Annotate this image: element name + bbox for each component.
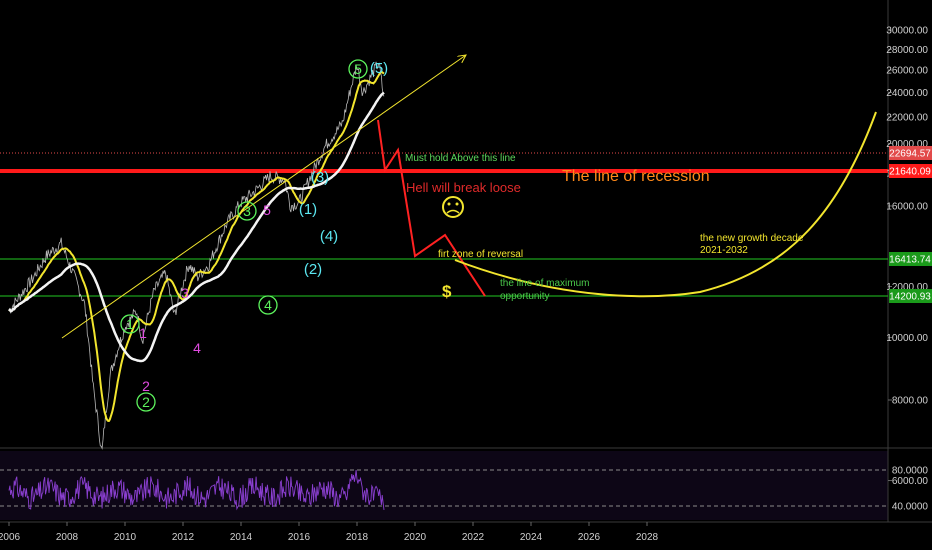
wave-label-minor-3: 3 <box>181 285 189 301</box>
recession-annotation: The line of recession <box>562 168 710 185</box>
y-axis-tick-label: 12000.00 <box>886 282 928 293</box>
sad-face-icon <box>442 196 464 218</box>
max-opportunity-annotation-2: opportunity <box>500 291 549 302</box>
x-axis-tick-label: 2010 <box>114 532 137 543</box>
x-axis-tick-label: 2026 <box>578 532 601 543</box>
moving-average-white <box>8 91 385 363</box>
x-axis-tick-label: 2014 <box>230 532 253 543</box>
price-tag-background <box>889 289 932 303</box>
wave-label-minor-4: 4 <box>193 340 201 356</box>
uptrend-channel-line <box>61 55 466 339</box>
wave-label-paren-4: (4) <box>320 228 338 245</box>
x-axis-tick-label: 2028 <box>636 532 659 543</box>
y-axis-tick-label: 28000.00 <box>886 45 928 56</box>
wave-label-paren-1: (1) <box>299 201 317 218</box>
wave-label-circled-4: 4 <box>258 295 278 315</box>
x-axis-tick-label: 2016 <box>288 532 311 543</box>
svg-text:2: 2 <box>142 394 150 410</box>
y-axis-tick-label: 30000.00 <box>886 26 928 37</box>
growth-years-annotation: 2021-2032 <box>700 245 748 256</box>
price-tag-background <box>889 252 932 266</box>
x-axis-tick-label: 2008 <box>56 532 79 543</box>
wave-label-paren-3: (3) <box>311 169 329 186</box>
x-axis-tick-label: 2018 <box>346 532 369 543</box>
svg-text:1: 1 <box>126 316 134 332</box>
rsi-line <box>8 470 385 511</box>
reversal-zone-annotation: firt zone of reversal <box>438 249 523 260</box>
y-axis-tick-label: 16000.00 <box>886 201 928 212</box>
rsi-axis-tick-label: 80.0000 <box>892 466 929 477</box>
rsi-axis-tick-label: 40.0000 <box>892 502 929 513</box>
x-axis-tick-label: 2012 <box>172 532 195 543</box>
growth-decade-annotation: the new growth decade <box>700 233 804 244</box>
x-axis-tick-label: 2022 <box>462 532 485 543</box>
wave-label-circled-3: 3 <box>237 201 257 221</box>
rsi-panel-background <box>0 451 888 520</box>
wave-label-minor-5: 5 <box>263 202 271 218</box>
hell-annotation: Hell will break loose <box>406 180 521 195</box>
moving-average-yellow <box>8 70 385 423</box>
recovery-curve <box>454 111 877 298</box>
wave-label-minor-1: 1 <box>139 325 147 341</box>
bearish-projection-path <box>377 119 486 297</box>
must-hold-annotation: Must hold Above this line <box>405 153 516 164</box>
y-axis-tick-label: 8000.00 <box>892 396 929 407</box>
x-axis-tick-label: 2006 <box>0 532 21 543</box>
y-axis-tick-label: 20000.00 <box>886 139 928 150</box>
svg-text:3: 3 <box>243 203 251 219</box>
wave-label-circled-2: 2 <box>136 392 156 412</box>
svg-text:4: 4 <box>264 297 272 313</box>
wave-label-circled-1: 1 <box>120 314 140 334</box>
wave-label-circled-5: 5 <box>348 59 368 79</box>
max-opportunity-annotation-1: the line of maximum <box>500 278 589 289</box>
svg-text:5: 5 <box>354 61 362 77</box>
wave-label-paren-5: (5) <box>370 60 388 77</box>
wave-label-paren-2: (2) <box>304 261 322 278</box>
price-tag-label: 14200.93 <box>889 292 931 303</box>
price-tag-background <box>889 164 932 178</box>
y-axis-tick-label: 24000.00 <box>886 88 928 99</box>
x-axis-tick-label: 2020 <box>404 532 427 543</box>
y-axis-tick-label: 26000.00 <box>886 66 928 77</box>
price-tag-label: 16413.74 <box>889 255 931 266</box>
y-axis-tick-label: 10000.00 <box>886 333 928 344</box>
y-axis-tick-label: 6000.00 <box>892 476 929 487</box>
y-axis-tick-label: 22000.00 <box>886 112 928 123</box>
dollar-sign-icon: $ <box>442 282 452 301</box>
price-tag-label: 21640.09 <box>889 167 931 178</box>
price-tag-label: 22694.57 <box>889 149 931 160</box>
x-axis-tick-label: 2024 <box>520 532 543 543</box>
wave-label-minor-2: 2 <box>142 378 150 394</box>
price-tag-background <box>889 146 932 160</box>
